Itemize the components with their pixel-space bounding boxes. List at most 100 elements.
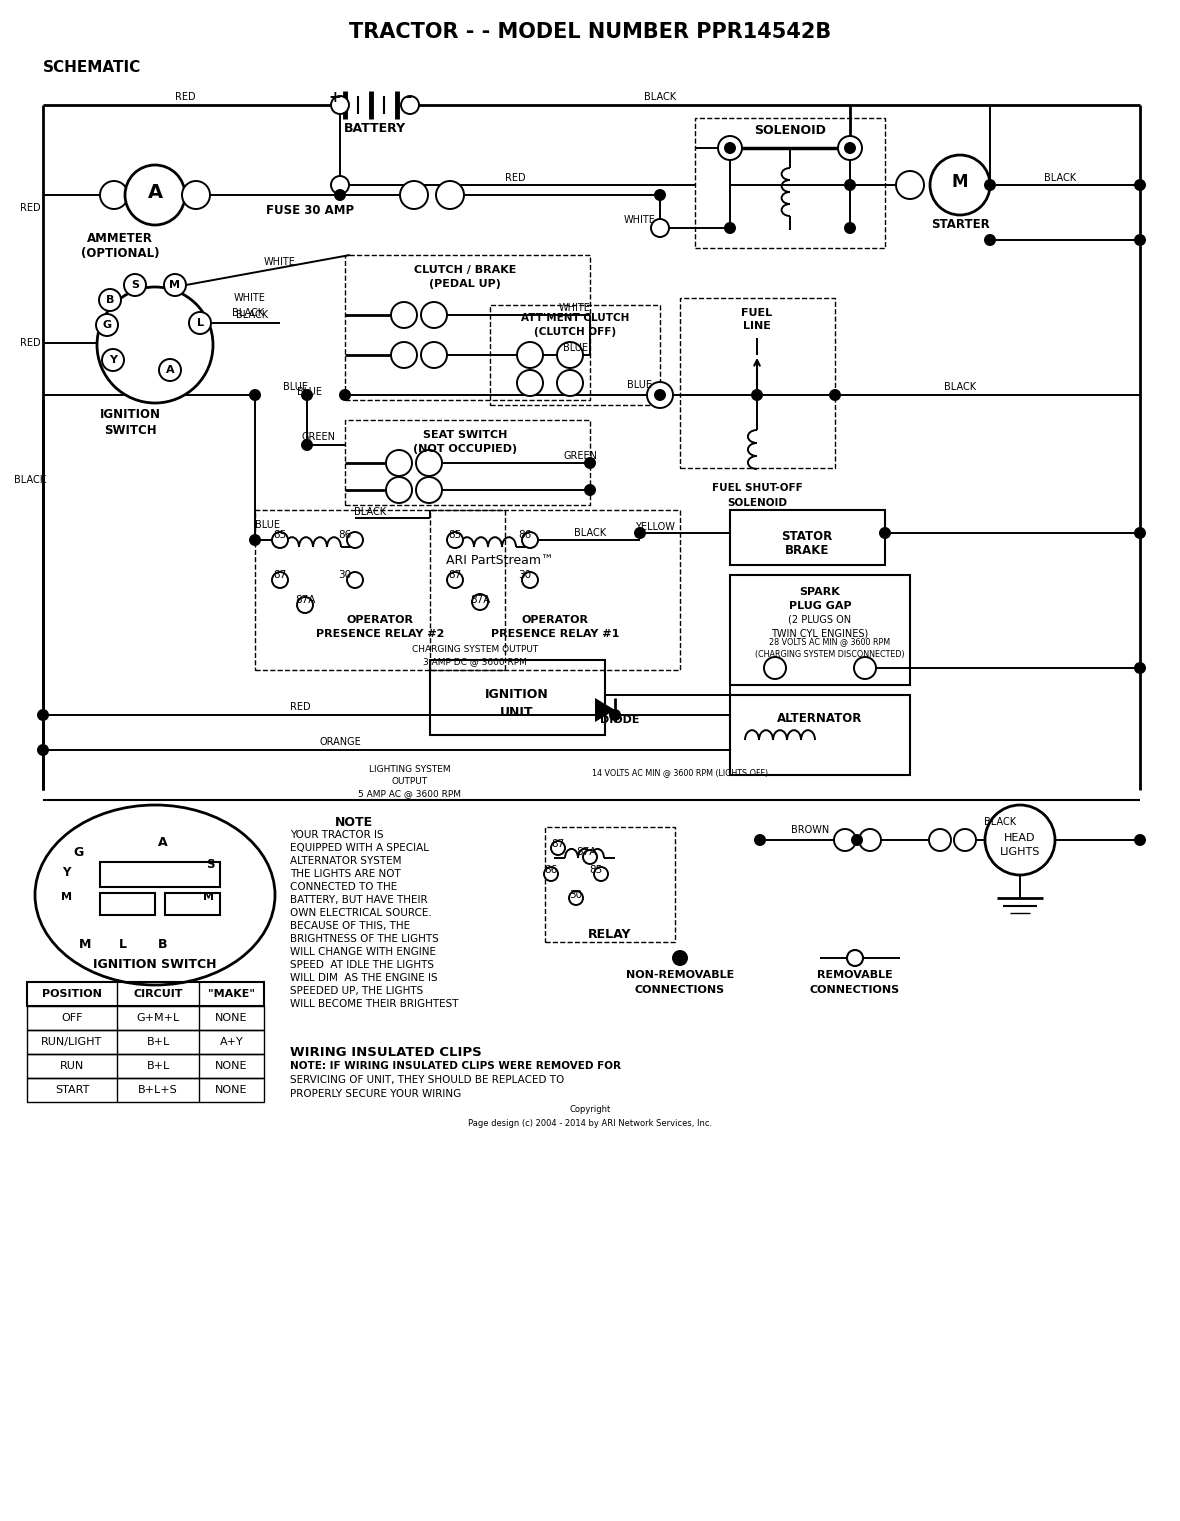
Text: SERVICING OF UNIT, THEY SHOULD BE REPLACED TO: SERVICING OF UNIT, THEY SHOULD BE REPLAC…	[290, 1075, 564, 1084]
Circle shape	[249, 534, 261, 546]
Text: 85: 85	[274, 529, 287, 540]
Circle shape	[273, 572, 288, 589]
Circle shape	[391, 342, 417, 368]
Text: SPEED  AT IDLE THE LIGHTS: SPEED AT IDLE THE LIGHTS	[290, 960, 434, 970]
Text: YELLOW: YELLOW	[635, 522, 675, 532]
Text: UNIT: UNIT	[500, 706, 533, 718]
Text: 30: 30	[339, 570, 352, 580]
Circle shape	[838, 135, 863, 160]
Circle shape	[594, 867, 608, 881]
Circle shape	[569, 891, 583, 905]
Text: G: G	[73, 846, 83, 858]
Text: WIRING INSULATED CLIPS: WIRING INSULATED CLIPS	[290, 1045, 481, 1059]
Text: M: M	[170, 280, 181, 291]
Bar	[430, 660, 605, 735]
Text: (OPTIONAL): (OPTIONAL)	[80, 246, 159, 260]
Text: ALTERNATOR: ALTERNATOR	[778, 712, 863, 724]
Circle shape	[421, 303, 447, 329]
Text: 14 VOLTS AC MIN @ 3600 RPM (LIGHTS OFF): 14 VOLTS AC MIN @ 3600 RPM (LIGHTS OFF)	[592, 768, 768, 777]
Text: OWN ELECTRICAL SOURCE.: OWN ELECTRICAL SOURCE.	[290, 908, 432, 919]
Text: RED: RED	[505, 173, 525, 183]
Text: AMMETER: AMMETER	[87, 231, 153, 245]
Text: M: M	[952, 173, 969, 192]
Text: B: B	[106, 295, 114, 306]
Circle shape	[401, 96, 419, 114]
Text: START: START	[54, 1084, 90, 1095]
Text: ARI PartStream™: ARI PartStream™	[446, 554, 553, 566]
Circle shape	[447, 532, 463, 548]
Circle shape	[347, 532, 363, 548]
Circle shape	[557, 342, 583, 368]
Text: THE LIGHTS ARE NOT: THE LIGHTS ARE NOT	[290, 868, 401, 879]
Text: Copyright: Copyright	[570, 1106, 610, 1115]
Text: BLACK: BLACK	[573, 528, 607, 538]
Text: ATT'MENT CLUTCH: ATT'MENT CLUTCH	[520, 313, 629, 322]
Text: Y: Y	[61, 867, 70, 879]
Text: HEAD: HEAD	[1004, 834, 1036, 843]
Text: RUN: RUN	[60, 1062, 84, 1071]
Text: A+Y: A+Y	[219, 1037, 243, 1046]
Circle shape	[654, 389, 666, 402]
Text: BLUE: BLUE	[282, 382, 308, 392]
Circle shape	[551, 841, 565, 855]
Circle shape	[101, 348, 124, 371]
Text: WILL DIM  AS THE ENGINE IS: WILL DIM AS THE ENGINE IS	[290, 973, 438, 983]
Text: BATTERY: BATTERY	[343, 122, 406, 134]
Text: RELAY: RELAY	[589, 928, 631, 941]
Text: ORANGE: ORANGE	[319, 738, 361, 747]
Circle shape	[844, 141, 856, 154]
Bar	[680, 298, 835, 468]
Text: B+L+S: B+L+S	[138, 1084, 178, 1095]
Circle shape	[164, 274, 186, 297]
Circle shape	[301, 389, 313, 402]
Text: CONNECTIONS: CONNECTIONS	[809, 986, 900, 995]
Text: B+L: B+L	[146, 1062, 170, 1071]
Text: CONNECTIONS: CONNECTIONS	[635, 986, 725, 995]
Text: REMOVABLE: REMOVABLE	[817, 970, 893, 980]
Text: CIRCUIT: CIRCUIT	[133, 989, 183, 999]
Text: BLUE: BLUE	[297, 386, 322, 397]
Text: 28 VOLTS AC MIN @ 3600 RPM: 28 VOLTS AC MIN @ 3600 RPM	[769, 637, 891, 646]
Circle shape	[100, 181, 127, 208]
Circle shape	[182, 181, 210, 208]
Text: 87: 87	[551, 840, 564, 849]
Circle shape	[930, 155, 990, 214]
Text: (PEDAL UP): (PEDAL UP)	[430, 278, 502, 289]
Circle shape	[671, 951, 688, 966]
Text: OPERATOR: OPERATOR	[522, 614, 589, 625]
Text: IGNITION: IGNITION	[485, 689, 549, 701]
Text: OPERATOR: OPERATOR	[347, 614, 413, 625]
Circle shape	[763, 657, 786, 678]
Text: BROWN: BROWN	[791, 824, 830, 835]
Circle shape	[984, 234, 996, 246]
Text: PLUG GAP: PLUG GAP	[788, 601, 851, 611]
Bar	[27, 1054, 264, 1078]
Text: G+M+L: G+M+L	[137, 1013, 179, 1024]
Text: BLACK: BLACK	[236, 310, 268, 319]
Text: (CLUTCH OFF): (CLUTCH OFF)	[533, 327, 616, 338]
Text: LIGHTING SYSTEM: LIGHTING SYSTEM	[369, 765, 451, 774]
Bar	[695, 119, 885, 248]
Circle shape	[1134, 662, 1146, 674]
Text: (CHARGING SYSTEM DISCONNECTED): (CHARGING SYSTEM DISCONNECTED)	[755, 649, 905, 659]
Circle shape	[1134, 834, 1146, 846]
Text: BRIGHTNESS OF THE LIGHTS: BRIGHTNESS OF THE LIGHTS	[290, 934, 439, 945]
Text: PRESENCE RELAY #1: PRESENCE RELAY #1	[491, 630, 620, 639]
Circle shape	[557, 370, 583, 395]
Bar	[430, 510, 680, 669]
Text: BLUE: BLUE	[256, 520, 281, 529]
Text: RED: RED	[20, 202, 40, 213]
Text: 86: 86	[518, 529, 532, 540]
Text: A: A	[148, 183, 163, 201]
Circle shape	[301, 440, 313, 452]
Text: Page design (c) 2004 - 2014 by ARI Network Services, Inc.: Page design (c) 2004 - 2014 by ARI Netwo…	[468, 1119, 712, 1129]
Circle shape	[725, 141, 736, 154]
Text: BLACK: BLACK	[14, 475, 46, 485]
Text: BLACK: BLACK	[944, 382, 976, 392]
Text: L: L	[197, 318, 203, 329]
Circle shape	[584, 456, 596, 468]
Circle shape	[249, 389, 261, 402]
Circle shape	[859, 829, 881, 852]
Circle shape	[1134, 179, 1146, 192]
Circle shape	[844, 222, 856, 234]
